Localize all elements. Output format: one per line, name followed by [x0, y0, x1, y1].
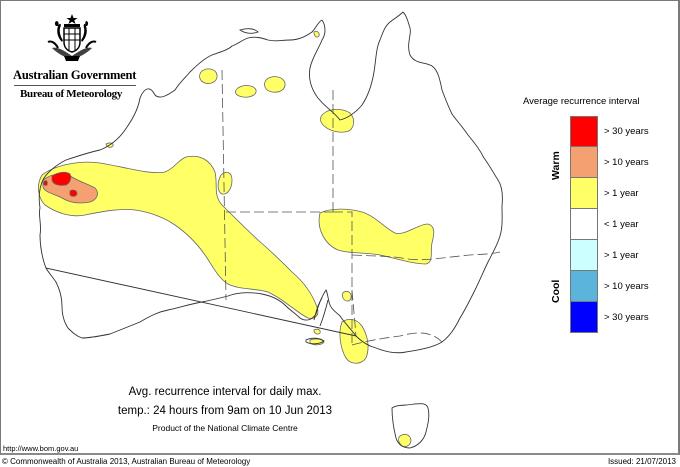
legend-label: < 1 year [604, 219, 639, 230]
product-credit: Product of the National Climate Centre [152, 423, 298, 433]
coat-of-arms-icon [47, 14, 97, 61]
legend-label: > 1 year [604, 250, 639, 261]
copyright-text: © Commonwealth of Australia 2013, Austra… [2, 457, 251, 466]
map-title-line2: temp.: 24 hours from 9am on 10 Jun 2013 [117, 405, 333, 417]
legend-swatch-lt1 [570, 209, 598, 240]
coastline [38, 11, 503, 449]
legend-swatch-warm-gt30 [570, 116, 598, 147]
legend-label: > 1 year [604, 188, 639, 199]
warm-gt30-regions [43, 171, 78, 197]
legend-label: > 10 years [604, 281, 649, 292]
bom-url-link[interactable]: http://www.bom.gov.au [3, 444, 79, 453]
legend-swatch-cool-gt30 [570, 302, 598, 333]
legend-swatch-cool-gt10 [570, 271, 598, 302]
state-borders [221, 69, 501, 346]
legend-swatch-warm-gt1 [570, 178, 598, 209]
map-title-line1: Avg. recurrence interval for daily max. [128, 386, 322, 398]
bureau-name: Bureau of Meteorology [20, 88, 123, 100]
logo-divider [14, 85, 136, 86]
legend-label: > 10 years [604, 157, 649, 168]
legend-label: > 30 years [604, 312, 649, 323]
bom-logo: Australian Government Bureau of Meteorol… [8, 10, 137, 100]
issued-date: Issued: 21/07/2013 [607, 457, 676, 466]
legend-title: Average recurrence interval [523, 96, 640, 107]
legend-cool-label: Cool [550, 279, 562, 303]
warm-gt1-regions [38, 30, 435, 448]
legend-warm-label: Warm [550, 151, 562, 180]
legend-swatch-cool-gt1 [570, 240, 598, 271]
legend-label: > 30 years [604, 126, 649, 137]
legend-swatch-warm-gt10 [570, 147, 598, 178]
legend-color-bar [570, 116, 598, 333]
australia-map [38, 11, 503, 449]
government-name: Australian Government [13, 68, 137, 82]
